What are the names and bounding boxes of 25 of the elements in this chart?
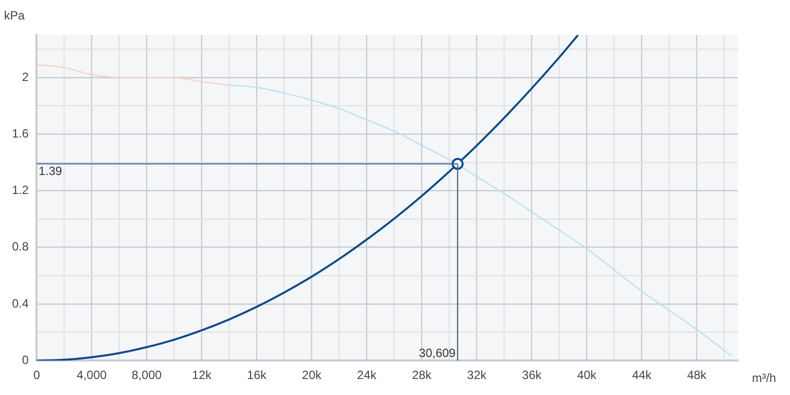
line-series xyxy=(228,84,732,356)
y-tick-label: 2 xyxy=(22,70,29,84)
x-axis-title: m³/h xyxy=(752,370,776,385)
x-tick-label: 32k xyxy=(467,368,488,382)
y-tick-label: 0.8 xyxy=(12,240,29,254)
x-tick-label: 16k xyxy=(247,368,268,382)
y-axis-title: kPa xyxy=(4,8,26,22)
x-tick-label: 28k xyxy=(412,368,432,382)
y-tick-label: 1.2 xyxy=(12,183,29,198)
x-tick-label: 44k xyxy=(632,368,652,382)
y-tick-label: 0.4 xyxy=(12,296,29,310)
ref-line-label: 1.39 xyxy=(38,164,62,178)
x-tick-label: 20k xyxy=(302,368,322,382)
ref-line-label: 30,609 xyxy=(418,346,456,360)
x-tick-label: 4,000 xyxy=(76,368,108,382)
y-tick-label: 0 xyxy=(22,352,29,367)
x-tick-label: 0 xyxy=(33,368,40,382)
line-series xyxy=(36,64,230,86)
x-tick-label: 8,000 xyxy=(132,368,162,382)
x-tick-label: 24k xyxy=(357,368,378,382)
x-tick-label: 48k xyxy=(687,368,708,382)
x-tick-label: 12k xyxy=(192,368,212,382)
y-tick-label: 1.6 xyxy=(12,126,29,140)
x-tick-label: 40k xyxy=(577,368,598,382)
x-tick-label: 36k xyxy=(522,368,542,382)
